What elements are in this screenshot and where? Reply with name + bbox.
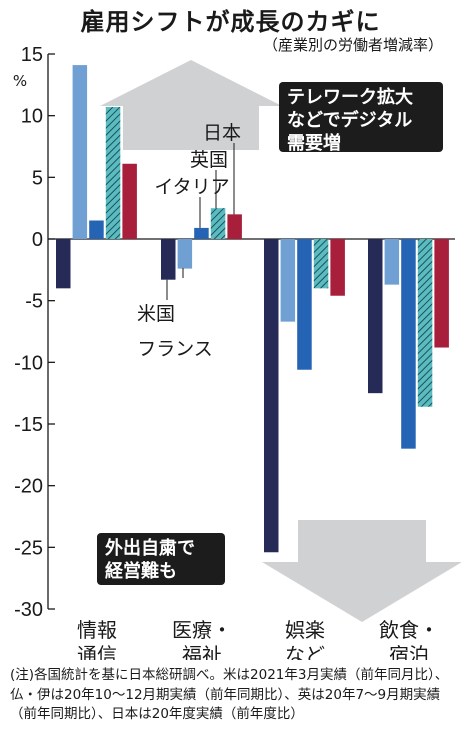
bar: [434, 239, 449, 348]
category-label: 情報: [77, 618, 117, 642]
category-label: 娯楽: [285, 618, 325, 642]
callout-text: 経営難も: [105, 560, 177, 582]
y-unit-label: %: [13, 72, 27, 90]
callout-text: 需要増: [287, 132, 341, 154]
bar: [401, 239, 416, 449]
series-label: 英国: [190, 149, 228, 171]
bar: [227, 214, 242, 239]
y-tick-label: -10: [14, 352, 43, 374]
category-label: 医療・: [172, 618, 232, 642]
series-label: 日本: [203, 122, 241, 144]
up-arrow: [100, 60, 282, 150]
bar: [210, 208, 226, 239]
bar: [417, 239, 433, 407]
bar: [89, 220, 104, 239]
bar: [105, 107, 121, 240]
series-label: 米国: [137, 303, 175, 325]
restraint-callout: [97, 533, 225, 585]
bar: [280, 239, 296, 322]
bar: [161, 239, 176, 280]
footnote: (注)各国統計を基に日本総研調べ。米は2021年3月実績（前年同月比）、仏・伊は…: [10, 667, 449, 723]
category-label: 宿泊: [389, 643, 429, 660]
y-tick-label: 5: [32, 167, 43, 189]
down-arrow: [262, 520, 461, 622]
bar: [194, 227, 209, 239]
y-tick-label: -30: [14, 599, 43, 621]
bar: [56, 239, 71, 289]
y-tick-label: -25: [14, 537, 43, 559]
digital-demand-callout: [279, 82, 443, 152]
y-tick-label: 10: [21, 106, 43, 128]
bar: [330, 239, 345, 296]
bar: [122, 163, 137, 239]
bar: [177, 239, 193, 269]
bar: [368, 239, 383, 394]
category-label: 飲食・: [379, 618, 439, 642]
category-label: 福祉: [182, 643, 222, 660]
chart-title: 雇用シフトが成長のカギに: [80, 8, 381, 36]
series-label: フランス: [137, 338, 213, 360]
bar: [297, 239, 312, 370]
bar: [72, 65, 88, 239]
y-tick-label: -20: [14, 476, 43, 498]
callout-text: テレワーク拡大: [287, 86, 413, 108]
y-tick-label: 0: [32, 229, 43, 251]
y-tick-label: -5: [25, 291, 43, 313]
chart-subtitle: （産業別の労働者増減率）: [262, 36, 443, 54]
series-label: イタリア: [154, 176, 229, 198]
y-tick-label: -15: [14, 414, 43, 436]
category-label: 通信: [77, 643, 117, 660]
category-label: など: [285, 643, 325, 660]
callout-text: などでデジタル: [287, 109, 412, 131]
y-tick-label: 15: [21, 44, 43, 66]
bar: [264, 239, 279, 553]
bar: [313, 239, 329, 289]
callout-text: 外出自粛で: [105, 537, 195, 559]
bar: [384, 239, 400, 285]
